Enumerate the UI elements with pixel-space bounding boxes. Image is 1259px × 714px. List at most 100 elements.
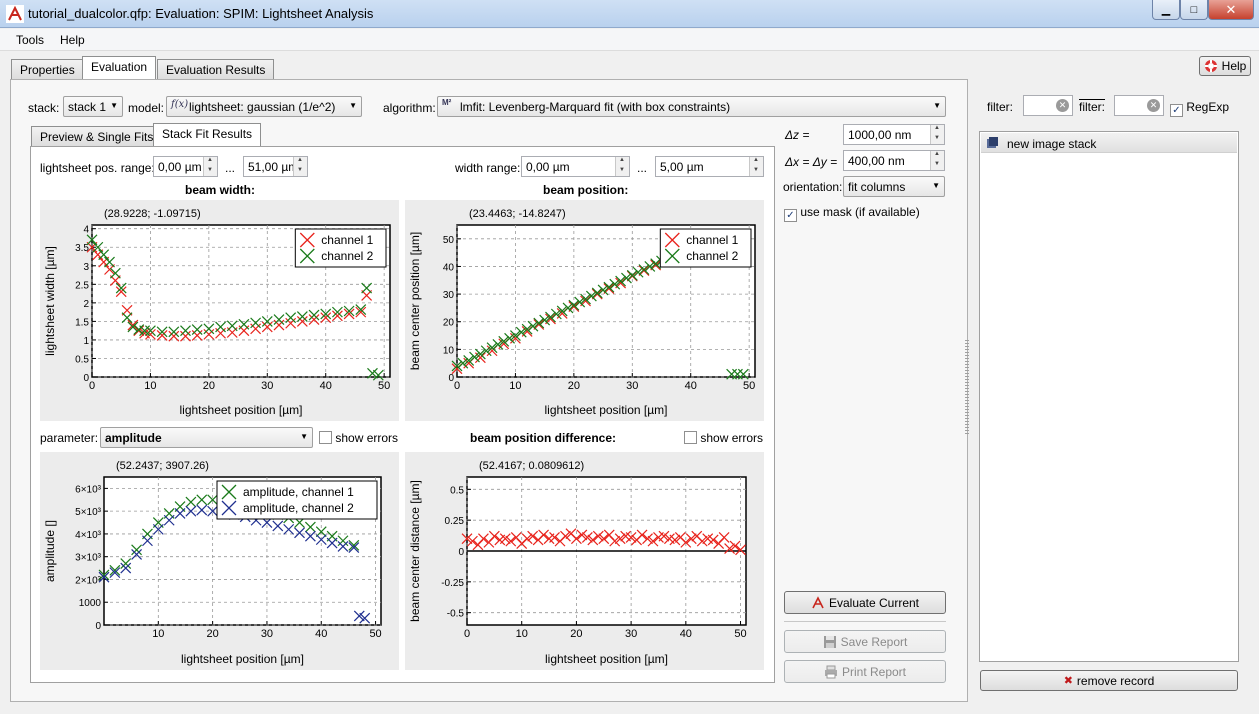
y-axis-label: lightsheet width [µm]	[43, 246, 57, 356]
y-tick-label: 10	[443, 345, 455, 356]
parameter-label: parameter:	[40, 431, 99, 445]
y-tick-label: 3.5	[75, 243, 89, 254]
pos-range-min-input[interactable]: 0,00 µm	[153, 156, 218, 177]
width-range-min-input[interactable]: 0,00 µm	[521, 156, 630, 177]
close-button[interactable]: ✕	[1208, 0, 1254, 20]
records-list[interactable]: new image stack	[979, 131, 1239, 662]
lifebuoy-icon	[1204, 60, 1217, 72]
amplitude-chart[interactable]: 10 20 30 40 50 0 1000 2×10³ 3×10³ 4×10³ 5×10³ 6×10³…	[40, 452, 399, 670]
tab-preview-single-fits[interactable]: Preview & Single Fits	[31, 126, 163, 147]
tab-evaluation-results[interactable]: Evaluation Results	[157, 59, 275, 80]
width-range-max-input[interactable]: 5,00 µm	[655, 156, 764, 177]
data-point	[104, 256, 115, 268]
x-tick-label: 50	[369, 628, 381, 640]
list-item[interactable]: new image stack	[981, 133, 1237, 153]
data-point	[632, 266, 644, 278]
data-point	[152, 523, 164, 535]
show-errors-checkbox-right[interactable]: show errors	[684, 431, 763, 445]
minimize-button[interactable]: ▁	[1152, 0, 1180, 20]
data-point	[591, 288, 603, 300]
data-point	[658, 530, 670, 542]
data-point	[109, 564, 121, 576]
data-point	[272, 520, 284, 532]
beam-width-plot[interactable]: 0 10 20 30 40 50 0 0.5 1 1.5 2 2.5 3 3.5 4 lightsheet p…	[40, 200, 399, 421]
use-mask-checkbox[interactable]: ✓ use mask (if available)	[784, 205, 920, 222]
x-tick-label: 10	[509, 380, 521, 392]
clear-filter-icon[interactable]: ✕	[1147, 99, 1160, 112]
x-tick-label: 20	[203, 380, 215, 392]
algorithm-select[interactable]: M² lmfit: Levenberg-Marquard fit (with b…	[437, 96, 946, 117]
y-tick-label: 2×10³	[75, 575, 102, 586]
tab-properties[interactable]: Properties	[11, 59, 84, 80]
data-point	[98, 569, 110, 581]
show-errors-checkbox-left[interactable]: show errors	[319, 431, 398, 445]
data-point	[273, 314, 285, 325]
spin-arrows-icon[interactable]	[930, 151, 944, 170]
splitter-handle[interactable]	[965, 340, 969, 436]
dz-input[interactable]: 1000,00 nm	[843, 124, 945, 145]
legend-box	[294, 228, 387, 268]
help-button[interactable]: Help	[1199, 56, 1251, 76]
beam-position-difference-chart[interactable]: 0 10 20 30 40 50 -0.5 -0.25 0 0.25 0.5 lightsheet p…	[405, 452, 764, 670]
x-axis-label: lightsheet position [µm]	[180, 403, 303, 417]
beam-position-difference-plot[interactable]: 0 10 20 30 40 50 -0.5 -0.25 0 0.25 0.5 lightsheet p…	[405, 452, 764, 670]
menu-tools[interactable]: Tools	[16, 33, 45, 47]
dxy-value: 400,00 nm	[848, 154, 905, 168]
legend-marker	[221, 500, 237, 516]
y-tick-label: 4×10³	[75, 530, 102, 541]
dxy-input[interactable]: 400,00 nm	[843, 150, 945, 171]
tab-stack-fit-results[interactable]: Stack Fit Results	[153, 123, 262, 147]
model-select[interactable]: f(x) lightsheet: gaussian (1/e^2)	[166, 96, 362, 117]
data-point	[203, 323, 215, 335]
spin-arrows-icon[interactable]	[930, 125, 944, 144]
pos-range-max-input[interactable]: 51,00 µm	[243, 156, 308, 177]
series-2	[86, 234, 384, 381]
data-point	[180, 325, 191, 337]
evaluate-current-label: Evaluate Current	[828, 595, 920, 610]
beam-width-chart[interactable]: 0 10 20 30 40 50 0 0.5 1 1.5 2 2.5 3 3.5 4 lightsheet p…	[40, 200, 399, 421]
data-point	[115, 282, 127, 294]
data-point	[121, 312, 133, 324]
data-point	[168, 330, 180, 342]
data-point	[574, 296, 586, 308]
spin-arrows-icon[interactable]	[203, 157, 217, 176]
spin-arrows-icon[interactable]	[293, 157, 307, 176]
maximize-button[interactable]: □	[1180, 0, 1208, 20]
beam-position-chart[interactable]: 0 10 20 30 40 50 0 10 20 30 40 50 lightsheet positio…	[405, 200, 764, 421]
data-point	[638, 264, 650, 275]
legend-box	[216, 480, 378, 520]
filter-input[interactable]: ✕	[1023, 95, 1073, 116]
data-point	[457, 357, 469, 369]
spin-arrows-icon[interactable]	[615, 157, 629, 176]
save-report-button[interactable]: Save Report	[784, 630, 946, 653]
tab-evaluation[interactable]: Evaluation	[82, 56, 157, 80]
series-1	[461, 528, 746, 556]
data-point	[527, 530, 539, 542]
use-mask-label: use mask (if available)	[800, 205, 920, 219]
data-point	[98, 571, 110, 583]
print-report-button[interactable]: Print Report	[784, 660, 946, 683]
checkbox-checked-icon: ✓	[784, 209, 797, 222]
data-point	[163, 514, 175, 526]
stack-label: stack:	[28, 101, 60, 115]
menu-help[interactable]: Help	[60, 33, 85, 47]
remove-record-button[interactable]: ✖ remove record	[980, 670, 1238, 691]
data-point	[283, 523, 295, 535]
data-point	[474, 348, 486, 360]
orientation-select[interactable]: fit columns	[843, 176, 945, 197]
filter-not-input[interactable]: ✕	[1114, 95, 1164, 116]
data-point	[343, 308, 355, 320]
pos-range-label: lightsheet pos. range:	[40, 161, 155, 175]
clear-filter-icon[interactable]: ✕	[1056, 99, 1069, 112]
beam-position-plot[interactable]: 0 10 20 30 40 50 0 10 20 30 40 50 lightsheet positio…	[405, 200, 764, 421]
amplitude-plot[interactable]: 10 20 30 40 50 0 1000 2×10³ 3×10³ 4×10³ 5×10³ 6×10³…	[40, 452, 399, 670]
parameter-select[interactable]: amplitude	[100, 427, 313, 448]
evaluate-current-button[interactable]: Evaluate Current	[784, 591, 946, 614]
data-point	[191, 324, 203, 335]
spin-arrows-icon[interactable]	[749, 157, 763, 176]
legend: channel 1 channel 2	[659, 228, 752, 268]
regexp-checkbox[interactable]: ✓ RegExp	[1170, 100, 1229, 117]
stack-select[interactable]: stack 1	[63, 96, 123, 117]
data-point	[215, 321, 226, 333]
data-point	[621, 272, 632, 284]
